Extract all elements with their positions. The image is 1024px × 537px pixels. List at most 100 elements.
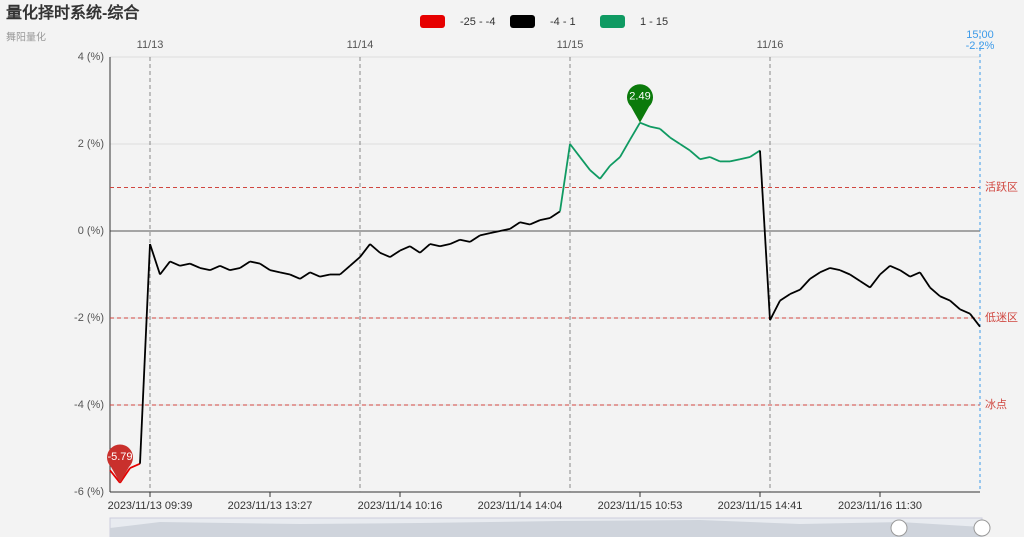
line-segment (369, 243, 381, 254)
line-segment (819, 267, 831, 274)
line-segment (509, 221, 521, 230)
top-tick-label: 11/15 (557, 39, 584, 51)
line-segment (949, 299, 961, 310)
mark-line-label: 活跃区 (985, 179, 1018, 193)
end-value: -2.2% (966, 40, 995, 52)
line-segment (629, 122, 641, 141)
line-segment (759, 150, 771, 321)
line-segment (429, 243, 441, 248)
line-segment (649, 125, 661, 130)
line-segment (899, 269, 911, 278)
line-segment (799, 278, 811, 291)
line-segment (189, 262, 201, 269)
line-segment (169, 260, 181, 267)
mark-point-label: -5.79 (107, 451, 132, 463)
mark-line-label: 低迷区 (985, 311, 1018, 324)
line-segment (259, 262, 271, 271)
line-segment (779, 293, 791, 302)
line-segment (119, 467, 131, 484)
line-segment (149, 243, 161, 275)
line-segment (879, 265, 891, 276)
legend-swatch (420, 15, 445, 28)
end-time: 15:00 (966, 29, 994, 41)
mark-point: 2.49 (627, 84, 653, 123)
line-segment (579, 156, 591, 171)
line-segment (959, 308, 971, 315)
zoom-shape (110, 520, 982, 537)
data-zoom[interactable] (109, 517, 991, 537)
x-tick-label: 2023/11/16 11:30 (838, 500, 922, 512)
line-segment (769, 300, 781, 321)
line-segment (479, 232, 491, 237)
line-segment (689, 149, 701, 160)
y-tick-label: 0 (%) (78, 225, 104, 237)
mark-point-label: 2.49 (629, 91, 650, 103)
line-segment (739, 156, 751, 161)
line-segment (789, 288, 801, 295)
line-segment (839, 269, 851, 276)
chart-subtitle: 舞阳量化 (6, 31, 46, 44)
line-segment (409, 245, 421, 254)
mark-pin (627, 84, 653, 123)
line-segment (909, 271, 921, 278)
line-segment (639, 121, 651, 128)
line-segment (249, 260, 261, 265)
line-segment (699, 156, 711, 161)
top-tick-label: 11/14 (347, 39, 374, 51)
line-segment (659, 128, 671, 139)
line-segment (379, 251, 391, 258)
y-tick-label: -2 (%) (74, 312, 104, 324)
line-segment (209, 264, 221, 271)
line-segment (549, 210, 561, 219)
line-segment (319, 273, 331, 278)
line-segment (569, 143, 581, 158)
line-segment (469, 234, 481, 243)
x-tick-label: 2023/11/14 10:16 (358, 500, 443, 512)
line-segment (849, 273, 861, 282)
legend-swatch (510, 15, 535, 28)
legend-label: -25 - -4 (460, 16, 495, 28)
line-segment (239, 260, 251, 269)
chart-title: 量化择时系统-综合 (6, 3, 140, 22)
line-segment (359, 243, 371, 258)
line-segment (939, 295, 951, 302)
line-segment (459, 238, 471, 243)
x-tick-label: 2023/11/15 14:41 (718, 500, 803, 512)
line-segment (499, 227, 511, 232)
line-segment (749, 149, 761, 158)
legend-label: 1 - 15 (640, 16, 668, 28)
y-tick-label: 2 (%) (78, 138, 104, 150)
line-segment (919, 271, 931, 289)
line-segment (679, 143, 691, 152)
legend-swatch (600, 15, 625, 28)
line-segment (389, 249, 401, 258)
top-tick-label: 11/13 (137, 39, 164, 51)
line-segment (599, 165, 611, 180)
line-segment (529, 219, 541, 226)
line-segment (969, 313, 981, 328)
line-segment (399, 245, 411, 252)
mark-point: -5.79 (107, 444, 134, 483)
line-segment (419, 243, 431, 254)
line-segment (559, 143, 571, 212)
line-segment (299, 271, 311, 280)
legend-label: -4 - 1 (550, 16, 576, 28)
line-segment (589, 169, 601, 180)
line-segment (159, 260, 171, 276)
line-segment (869, 273, 881, 289)
line-segment (519, 221, 531, 226)
zoom-handle[interactable] (973, 519, 991, 537)
line-segment (179, 262, 191, 267)
line-segment (279, 271, 291, 276)
mark-pin (107, 444, 134, 483)
line-segment (229, 267, 241, 272)
line-segment (129, 462, 141, 469)
line-segment (309, 271, 321, 278)
zoom-handle[interactable] (890, 519, 908, 537)
x-tick-label: 2023/11/13 13:27 (228, 500, 313, 512)
x-tick-label: 2023/11/14 14:04 (478, 500, 563, 512)
line-segment (139, 244, 151, 464)
line-segment (829, 267, 841, 272)
